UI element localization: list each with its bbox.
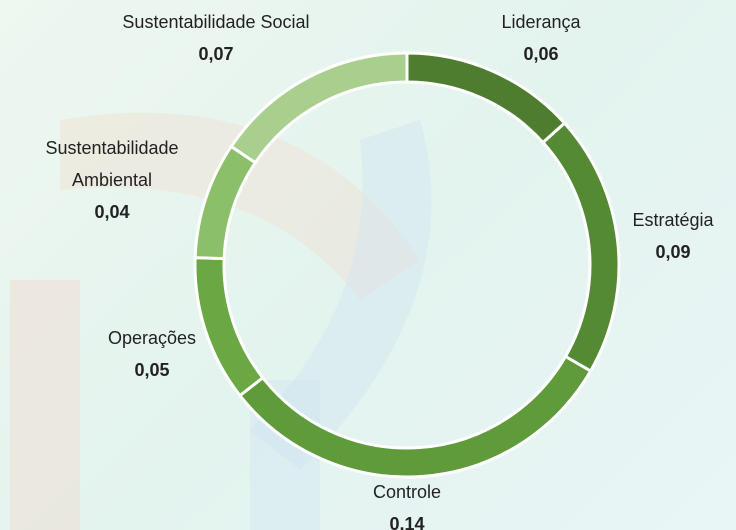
value-label: 0,06 xyxy=(523,44,559,64)
value-label: 0,05 xyxy=(134,360,170,380)
slice-label: Sustentabilidade Social 0,07 xyxy=(121,6,311,70)
slice-label: Operações 0,05 xyxy=(77,322,227,386)
category-label: Sustentabilidade Ambiental xyxy=(45,138,179,190)
slice-label: Sustentabilidade Ambiental 0,04 xyxy=(17,132,207,228)
slice-label: Controle 0,14 xyxy=(332,476,482,530)
slice-label: Estratégia 0,09 xyxy=(608,204,736,268)
category-label: Sustentabilidade Social xyxy=(122,12,310,32)
slice xyxy=(229,51,409,165)
category-label: Operações xyxy=(107,328,197,348)
category-label: Estratégia xyxy=(632,210,714,230)
category-label: Liderança xyxy=(501,12,581,32)
value-label: 0,04 xyxy=(94,202,130,222)
slice-label: Liderança 0,06 xyxy=(466,6,616,70)
slice xyxy=(237,354,593,479)
value-label: 0,14 xyxy=(389,514,425,530)
category-label: Controle xyxy=(372,482,442,502)
value-label: 0,07 xyxy=(198,44,234,64)
value-label: 0,09 xyxy=(655,242,691,262)
